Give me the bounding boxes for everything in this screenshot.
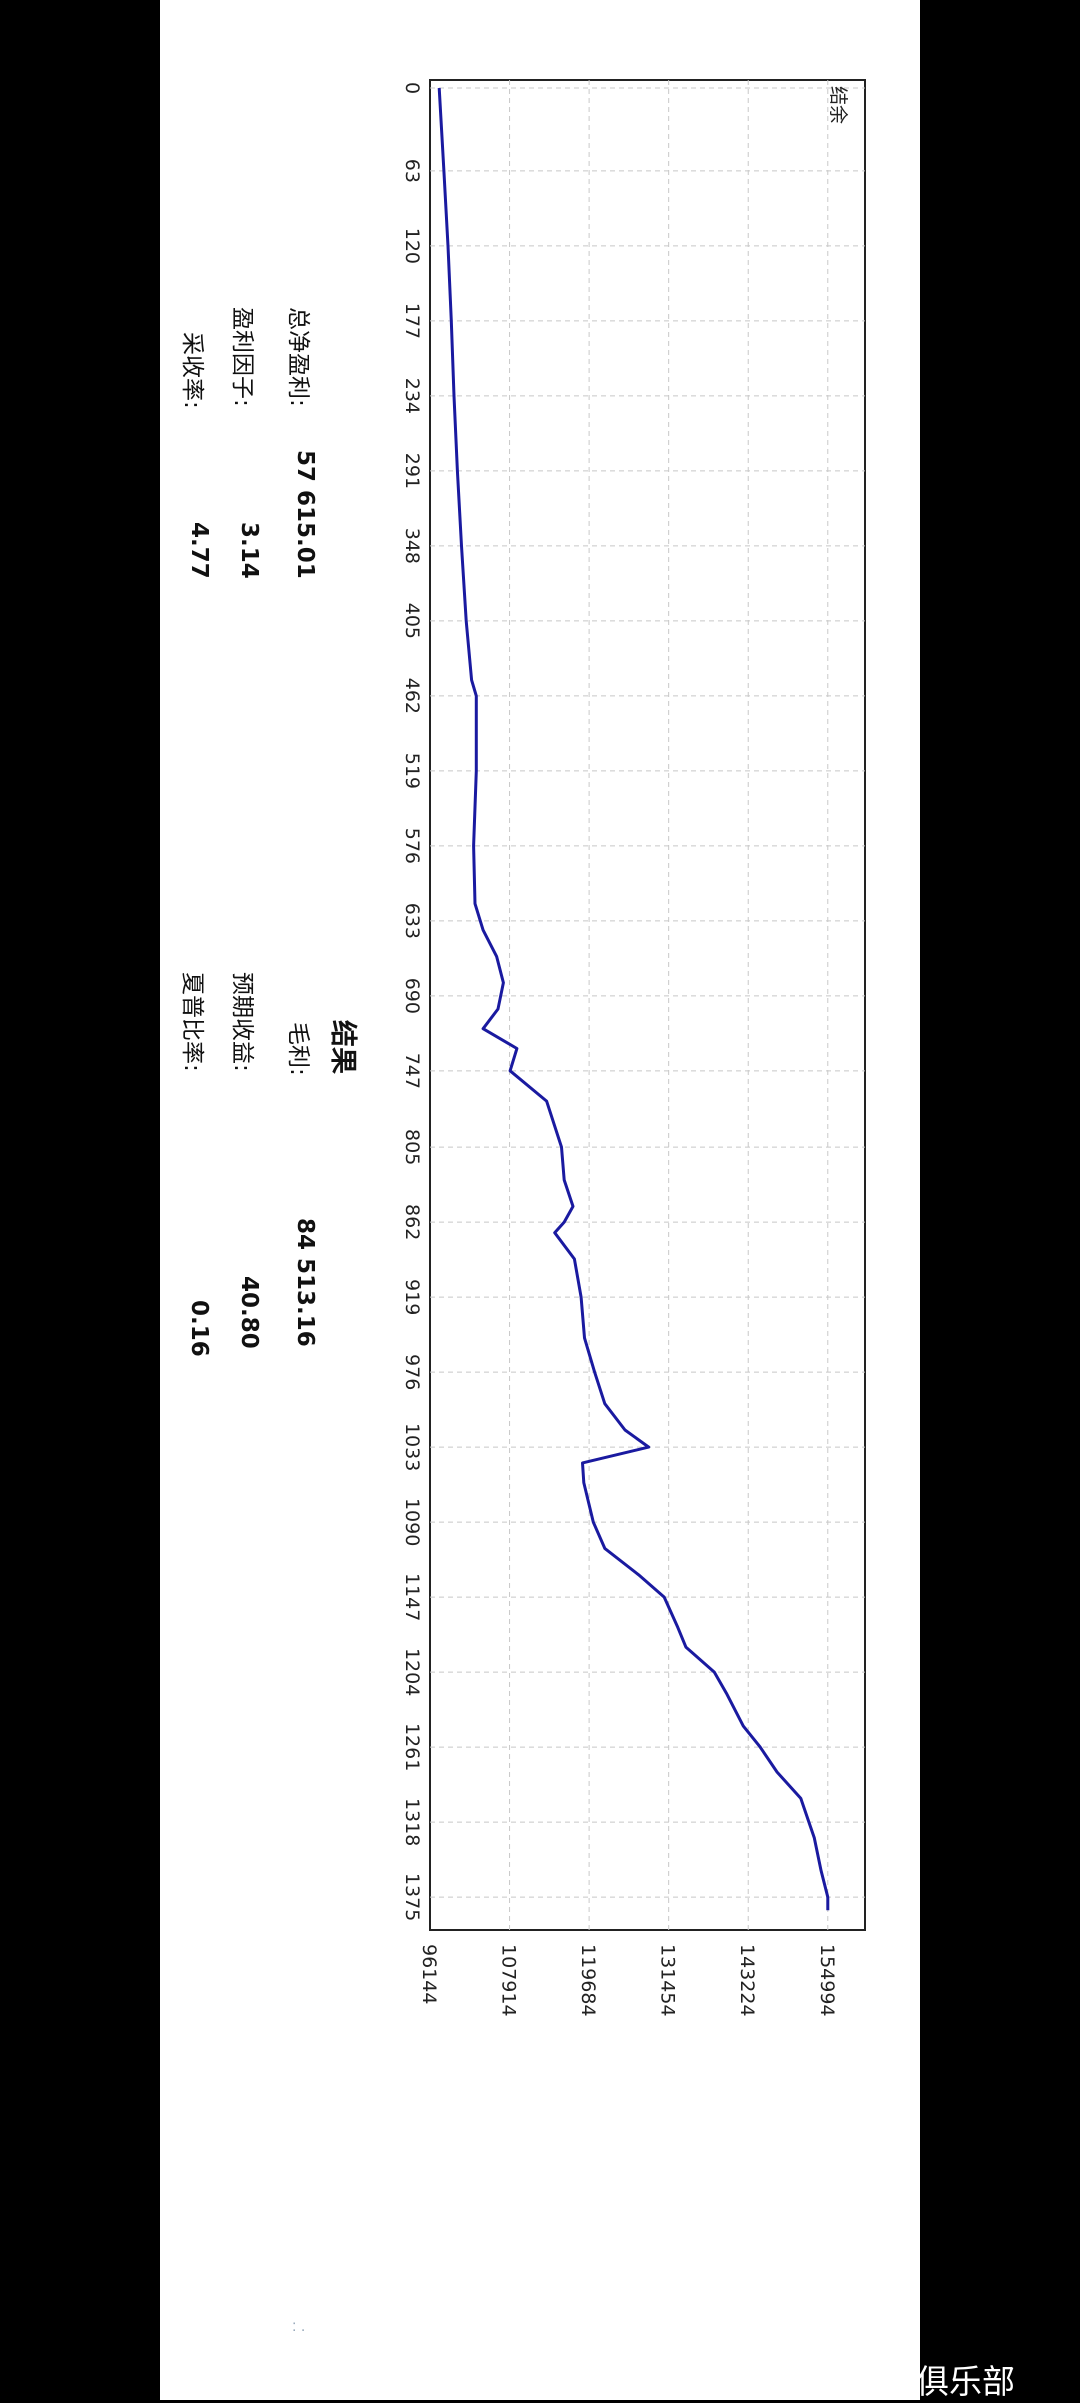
x-tick-label: 234 bbox=[401, 378, 423, 414]
sharpe-ratio-value: 0.16 bbox=[186, 1300, 212, 1357]
y-tick-label: 154994 bbox=[816, 1944, 838, 2017]
balance-series-line bbox=[437, 87, 830, 1911]
y-tick-label: 131454 bbox=[657, 1944, 679, 2017]
net-profit-label: 总净盈利: bbox=[285, 307, 311, 407]
x-tick-label: 1147 bbox=[401, 1573, 423, 1621]
x-tick-label: 1090 bbox=[401, 1498, 423, 1546]
x-tick-label: 348 bbox=[401, 528, 423, 564]
x-tick-label: 120 bbox=[401, 228, 423, 264]
x-tick-label: 519 bbox=[401, 753, 423, 789]
x-tick-label: 690 bbox=[401, 978, 423, 1014]
y-tick-label: 143224 bbox=[736, 1944, 758, 2017]
x-tick-label: 1318 bbox=[401, 1798, 423, 1846]
profit-factor-value: 3.14 bbox=[236, 522, 262, 579]
sharpe-ratio-label: 夏普比率: bbox=[179, 972, 205, 1072]
x-tick-label: 576 bbox=[401, 828, 423, 864]
watermark-text: ♪@智能交易俱乐部 bbox=[730, 2362, 1016, 2401]
x-tick-label: 405 bbox=[401, 603, 423, 639]
plot-frame bbox=[429, 79, 866, 1931]
x-tick-label: 976 bbox=[401, 1354, 423, 1390]
results-header: 结果 bbox=[327, 1020, 358, 1074]
chart-title: 结余 bbox=[827, 86, 849, 124]
x-tick-labels: 0 63 120 177 234 291 348 405 462 519 576 633 690 747 8… bbox=[401, 82, 423, 1921]
faint-marks: : . bbox=[292, 2318, 306, 2335]
x-tick-label: 862 bbox=[401, 1204, 423, 1240]
x-tick-label: 633 bbox=[401, 903, 423, 939]
x-tick-label: 919 bbox=[401, 1279, 423, 1315]
y-tick-label: 119684 bbox=[577, 1944, 599, 2017]
gross-profit-label: 毛利: bbox=[285, 1022, 311, 1076]
x-tick-label: 1204 bbox=[401, 1648, 423, 1696]
x-tick-label: 462 bbox=[401, 678, 423, 714]
net-profit-value: 57 615.01 bbox=[292, 450, 318, 579]
x-tick-label: 177 bbox=[401, 303, 423, 339]
expected-payoff-value: 40.80 bbox=[236, 1276, 262, 1349]
x-tick-label: 805 bbox=[401, 1129, 423, 1165]
gross-profit-value: 84 513.16 bbox=[292, 1218, 318, 1347]
x-tick-label: 1261 bbox=[401, 1723, 423, 1771]
recovery-factor-value: 4.77 bbox=[186, 522, 212, 579]
expected-payoff-label: 预期收益: bbox=[229, 972, 255, 1072]
x-tick-label: 291 bbox=[401, 453, 423, 489]
x-tick-label: 1375 bbox=[401, 1873, 423, 1921]
x-tick-label: 0 bbox=[401, 82, 423, 94]
y-tick-labels: 96144 107914 119684 131454 143224 154994 bbox=[418, 1944, 838, 2017]
y-tick-label: 96144 bbox=[418, 1944, 440, 2004]
y-tick-label: 107914 bbox=[498, 1944, 520, 2017]
x-tick-label: 1033 bbox=[401, 1423, 423, 1471]
recovery-factor-label: 采收率: bbox=[179, 332, 205, 409]
grid-lines bbox=[430, 80, 865, 1930]
x-tick-label: 747 bbox=[401, 1053, 423, 1089]
x-tick-label: 63 bbox=[401, 159, 423, 183]
profit-factor-label: 盈利因子: bbox=[229, 307, 255, 407]
